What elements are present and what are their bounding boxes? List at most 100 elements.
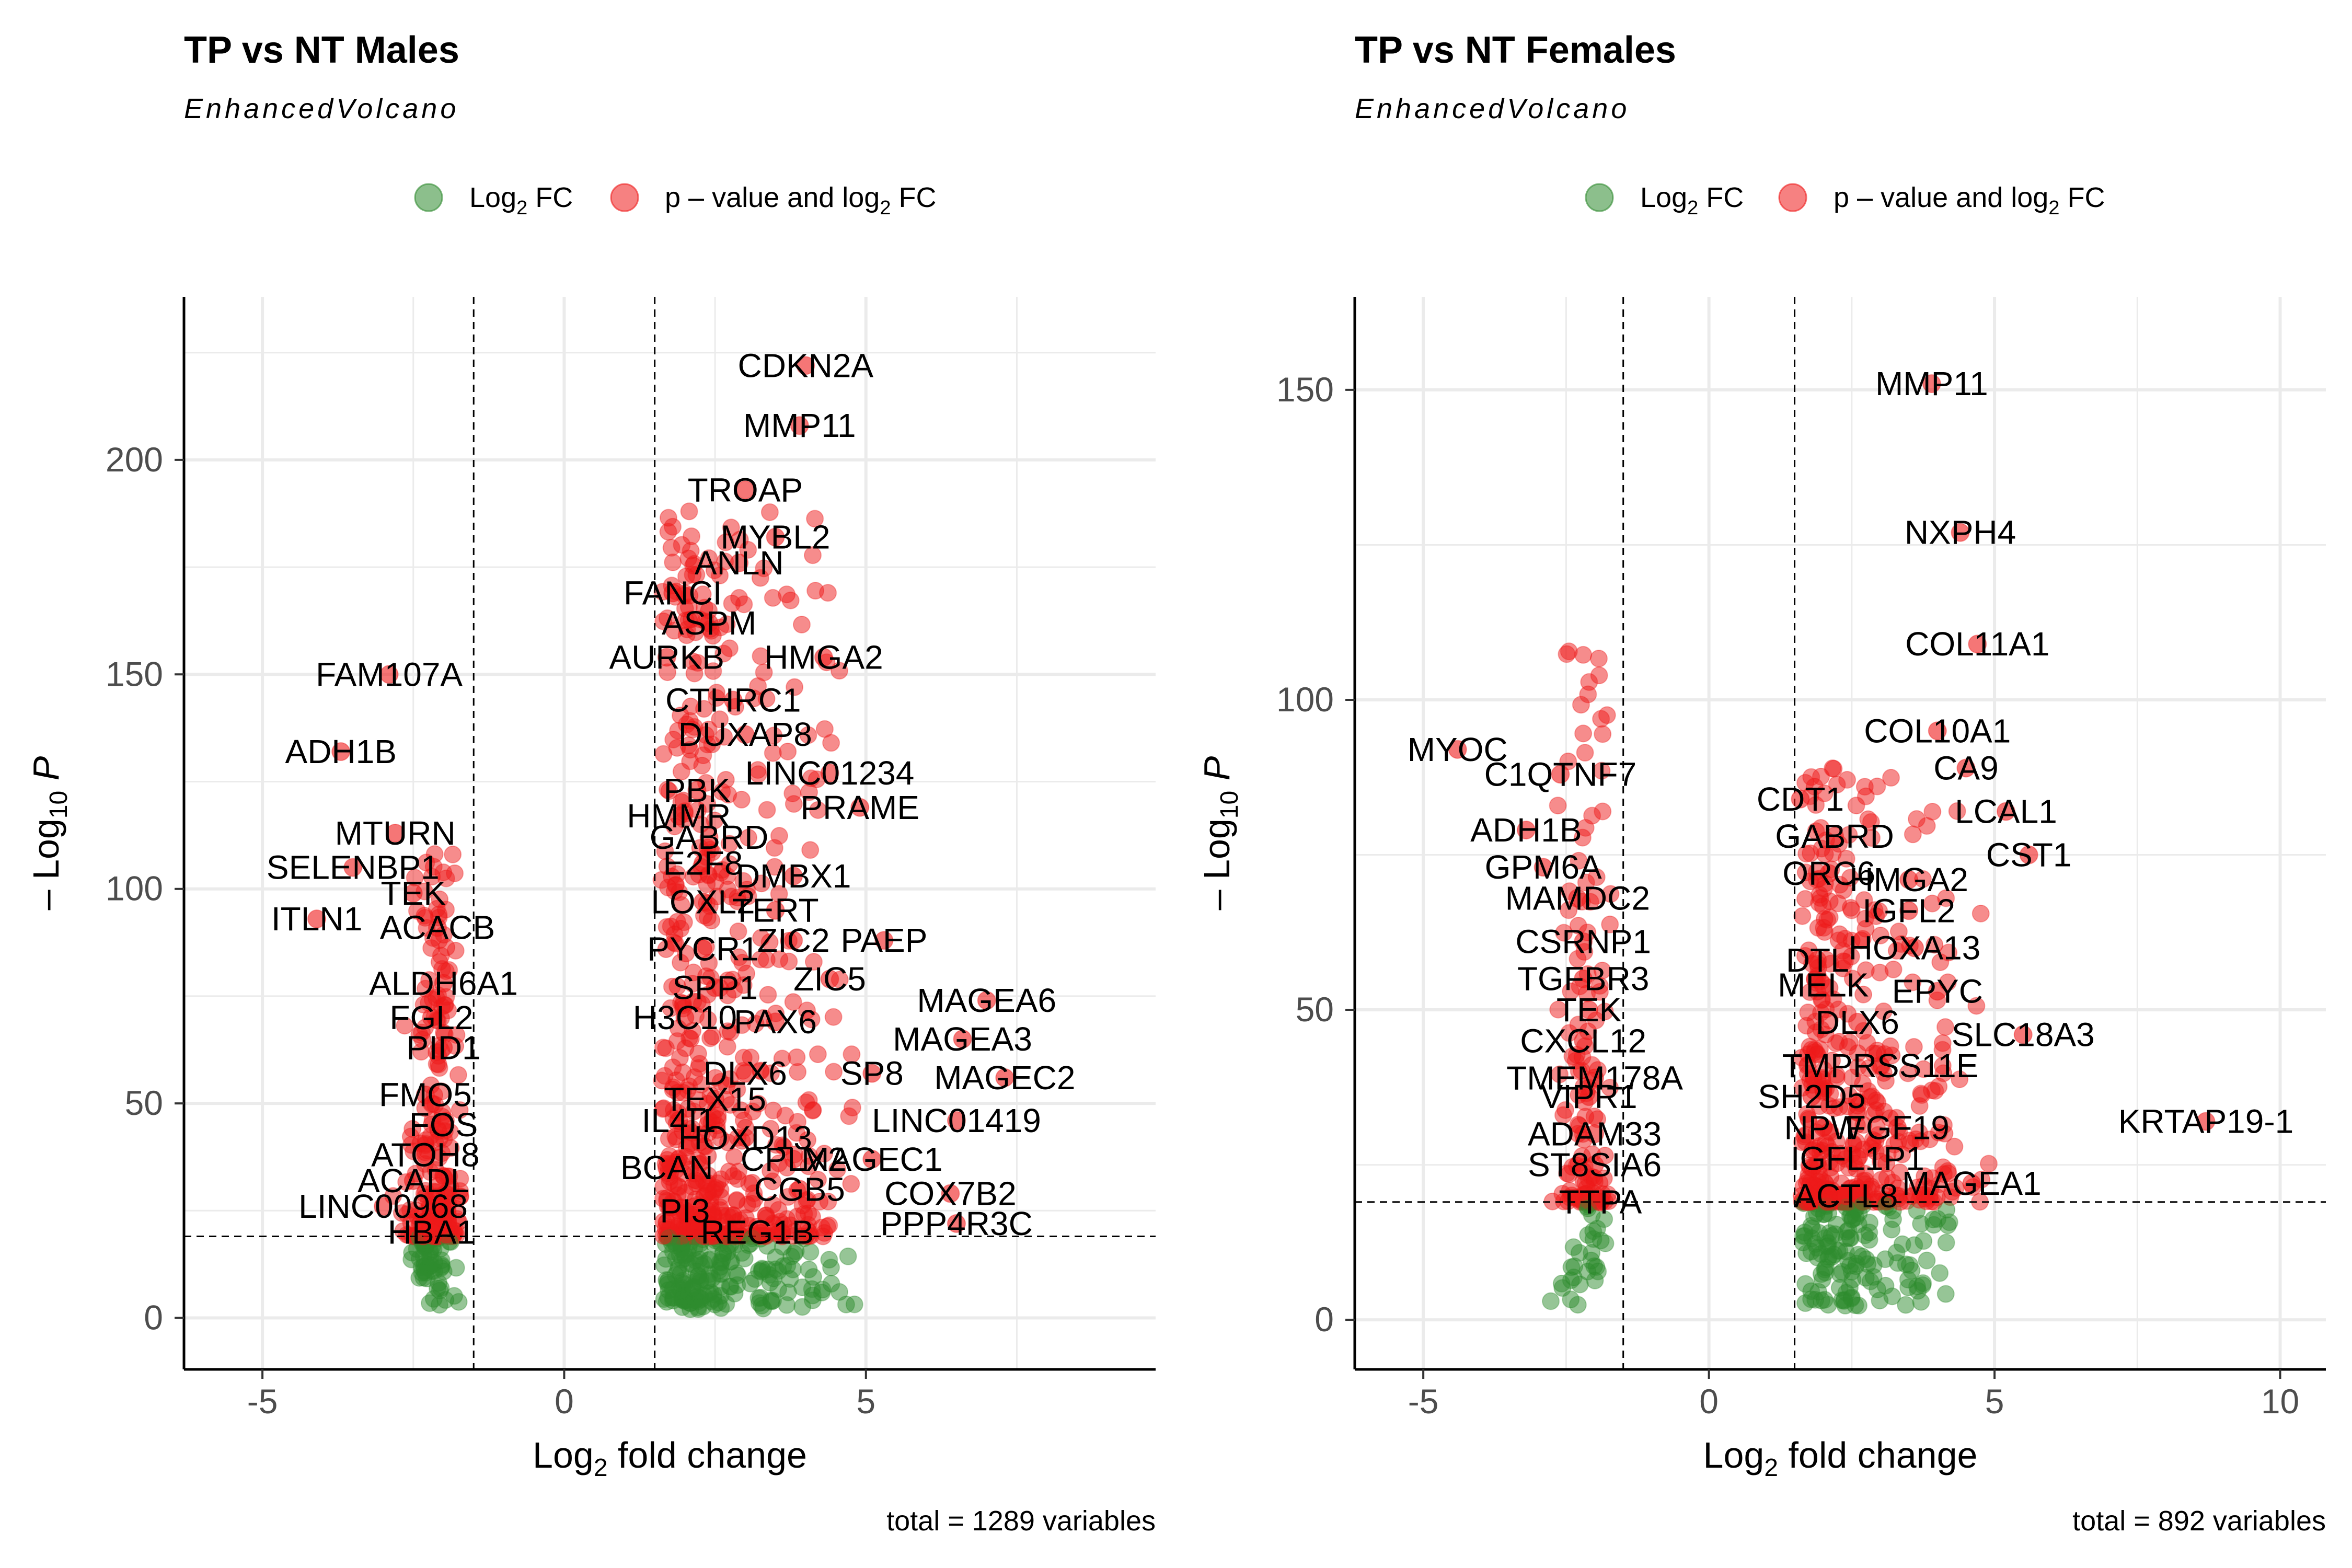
- data-point-labelled: [1928, 721, 1947, 741]
- gene-label: FANCI: [624, 574, 722, 612]
- data-point: [1889, 923, 1908, 941]
- data-point-labelled: [331, 742, 351, 762]
- data-point: [1807, 822, 1825, 840]
- data-point: [1592, 710, 1610, 728]
- data-point: [820, 1251, 838, 1269]
- y-tick-label: 150: [1276, 370, 1334, 409]
- data-point: [1549, 1000, 1567, 1019]
- data-point: [1838, 1223, 1856, 1241]
- data-point: [421, 1163, 440, 1181]
- data-point: [822, 734, 840, 752]
- data-point-labelled: [1848, 1012, 1867, 1032]
- data-point-labelled: [434, 1038, 453, 1057]
- data-point: [1857, 919, 1875, 938]
- gene-label: MAGEA3: [893, 1020, 1032, 1058]
- data-point: [1829, 1000, 1848, 1019]
- gene-label: ZIC2: [757, 921, 830, 959]
- data-point-labelled: [416, 1085, 435, 1104]
- data-point: [1542, 1292, 1560, 1310]
- data-point: [1823, 1052, 1841, 1070]
- legend-fc-marker: [1585, 183, 1614, 212]
- data-point: [1884, 1210, 1903, 1228]
- data-point: [1549, 797, 1567, 815]
- data-point: [1897, 1255, 1915, 1274]
- data-point: [1802, 1242, 1820, 1261]
- data-point-labelled: [766, 527, 785, 547]
- data-point-labelled: [434, 974, 453, 993]
- data-point: [671, 1235, 689, 1253]
- data-point: [738, 1195, 756, 1214]
- data-point: [813, 1281, 832, 1299]
- data-point: [679, 598, 698, 616]
- x-tick-label: 0: [1699, 1382, 1719, 1421]
- data-point: [711, 1073, 730, 1091]
- data-point: [788, 1048, 806, 1066]
- data-point-labelled: [343, 858, 363, 877]
- data-point-labelled: [699, 613, 719, 632]
- gene-label: TGFBR3: [1517, 960, 1649, 998]
- data-point-labelled: [947, 1214, 966, 1233]
- data-point: [762, 1120, 780, 1138]
- data-point-labelled: [1968, 635, 1987, 654]
- data-point: [656, 842, 674, 860]
- data-point: [719, 1207, 737, 1225]
- data-point: [1821, 1085, 1839, 1103]
- data-point: [672, 953, 690, 972]
- data-point: [416, 979, 434, 998]
- legend: Log2 FC p – value and log2 FC: [414, 182, 936, 219]
- data-point-labelled: [675, 1201, 695, 1220]
- gene-label: MYBL2: [721, 518, 831, 556]
- gene-label: MMP11: [1875, 365, 1988, 402]
- gene-label: EPYC: [1892, 972, 1983, 1010]
- gene-label: TEK: [381, 874, 446, 912]
- data-point-labelled: [862, 1064, 882, 1083]
- data-point: [680, 502, 698, 521]
- data-point: [748, 761, 767, 779]
- legend-fc-label: Log2 FC: [1640, 182, 1744, 219]
- data-point-labelled: [374, 1197, 393, 1216]
- data-point: [1882, 769, 1900, 787]
- data-point: [715, 728, 733, 746]
- data-point-labelled: [1899, 870, 1919, 889]
- data-point-labelled: [995, 1068, 1014, 1087]
- data-point-labelled: [379, 665, 399, 684]
- gene-label: FOS: [409, 1106, 478, 1144]
- data-point: [1855, 891, 1873, 909]
- data-point-labelled: [1802, 1087, 1821, 1106]
- data-point: [1823, 1143, 1841, 1161]
- data-point: [660, 1129, 678, 1148]
- data-point-labelled: [663, 583, 683, 603]
- data-point: [667, 1249, 685, 1267]
- gene-label: TEK: [1557, 991, 1621, 1029]
- data-point: [1843, 1271, 1862, 1289]
- gene-label: ADH1B: [1470, 811, 1582, 849]
- data-point: [809, 801, 827, 819]
- legend: Log2 FC p – value and log2 FC: [1585, 182, 2105, 219]
- gene-label: CGB5: [754, 1170, 845, 1208]
- data-point: [750, 1262, 768, 1280]
- gene-label: HOXA13: [1849, 929, 1981, 966]
- data-point: [1936, 1018, 1954, 1036]
- data-point-labelled: [1568, 889, 1587, 908]
- data-point: [396, 1017, 414, 1035]
- data-point-labelled: [784, 867, 803, 886]
- chart-title: TP vs NT Males: [184, 29, 459, 71]
- data-point: [713, 782, 731, 801]
- data-point: [674, 1083, 693, 1102]
- data-point-labelled: [784, 931, 803, 950]
- data-point: [753, 874, 771, 893]
- data-point: [793, 1298, 812, 1316]
- data-point: [1848, 1254, 1866, 1273]
- data-point: [1565, 1257, 1584, 1275]
- gene-label: PRAME: [800, 789, 919, 826]
- gene-label: MELK: [1778, 966, 1869, 1004]
- gene-label: HMMR: [627, 797, 731, 835]
- data-point-labelled: [1585, 1124, 1605, 1144]
- x-tick-label: 10: [2261, 1382, 2299, 1421]
- data-point-labelled: [675, 1008, 695, 1027]
- data-point-labelled: [1534, 858, 1553, 877]
- data-point-labelled: [1579, 1000, 1599, 1020]
- gene-label: LOXL2: [651, 883, 755, 920]
- data-point: [704, 662, 722, 680]
- gene-label: SLC18A3: [1952, 1016, 2095, 1053]
